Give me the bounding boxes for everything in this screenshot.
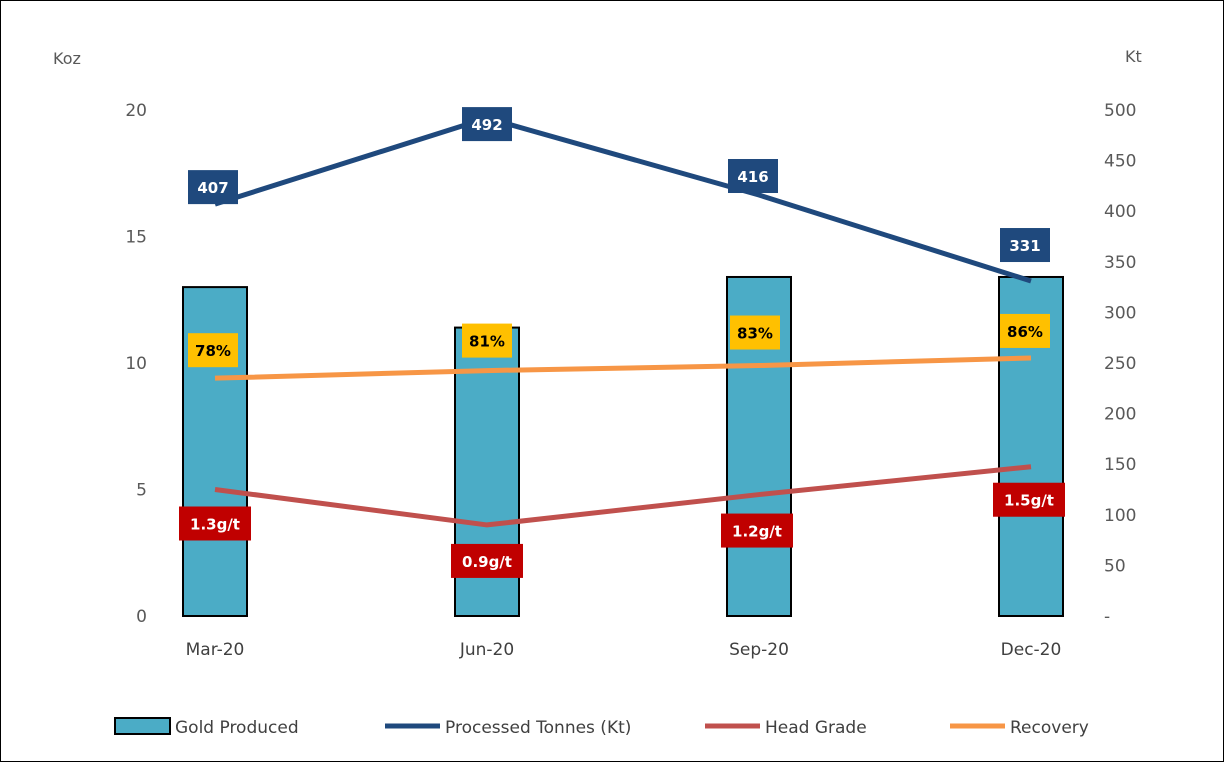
recovery-label-box [462,323,512,358]
head-grade-label-box [721,513,793,548]
processed-tonnes-kt-data-label: 416 [737,168,768,186]
processed-tonnes-kt-data-label: 407 [197,179,228,197]
recovery-line [214,355,1032,381]
processed-tonnes-kt-data-label: 331 [1009,237,1040,255]
recovery-data-label: 78% [195,342,231,360]
right-tick-label: 50 [1104,556,1126,576]
processed-tonnes-kt-data-label: 492 [471,116,502,134]
legend-label: Recovery [1010,718,1089,738]
right-tick-label: 500 [1104,101,1136,121]
legend-label: Gold Produced [175,718,299,738]
right-tick-label: 250 [1104,354,1136,374]
head-grade-label-box [993,482,1065,517]
left-tick-label: 15 [125,228,147,248]
right-tick-label: 200 [1104,405,1136,425]
recovery-data-label: 86% [1007,323,1043,341]
right-tick-label: 300 [1104,303,1136,323]
recovery-label-box [730,315,780,350]
head-grade-data-label: 1.2g/t [732,523,782,541]
legend-label: Processed Tonnes (Kt) [445,718,631,738]
recovery-label-box [188,333,238,368]
right-tick-label: 100 [1104,506,1136,526]
processed-tonnes-kt-label-box [188,170,238,205]
right-axis-unit: Kt [1125,47,1142,66]
legend-swatch-gold-produced [114,717,171,735]
left-tick-label: 10 [125,354,147,374]
left-tick-label: 5 [136,481,147,501]
right-tick-label: 400 [1104,202,1136,222]
head-grade-label-box [179,506,251,541]
left-tick-label: 0 [136,607,147,627]
head-grade-data-label: 1.3g/t [190,516,240,534]
head-grade-data-label: 0.9g/t [462,553,512,571]
recovery-label-box [1000,313,1050,348]
processed-tonnes-kt-label-box [728,159,778,194]
recovery-data-label: 83% [737,325,773,343]
right-tick-label: - [1104,607,1110,627]
head-grade-label-box [451,543,523,578]
category-label: Sep-20 [729,640,789,660]
left-axis-unit: Koz [53,49,81,68]
category-label: Mar-20 [186,640,245,660]
head-grade-data-label: 1.5g/t [1004,492,1054,510]
right-tick-label: 350 [1104,253,1136,273]
category-label: Jun-20 [459,640,514,660]
processed-tonnes-kt-line [214,115,1032,284]
left-tick-label: 20 [125,101,147,121]
right-tick-label: 150 [1104,455,1136,475]
legend-label: Head Grade [765,718,867,738]
recovery-data-label: 81% [469,333,505,351]
category-label: Dec-20 [1001,640,1062,660]
right-tick-label: 450 [1104,152,1136,172]
head-grade-line [214,464,1032,528]
processed-tonnes-kt-label-box [1000,228,1050,263]
processed-tonnes-kt-label-box [462,107,512,142]
